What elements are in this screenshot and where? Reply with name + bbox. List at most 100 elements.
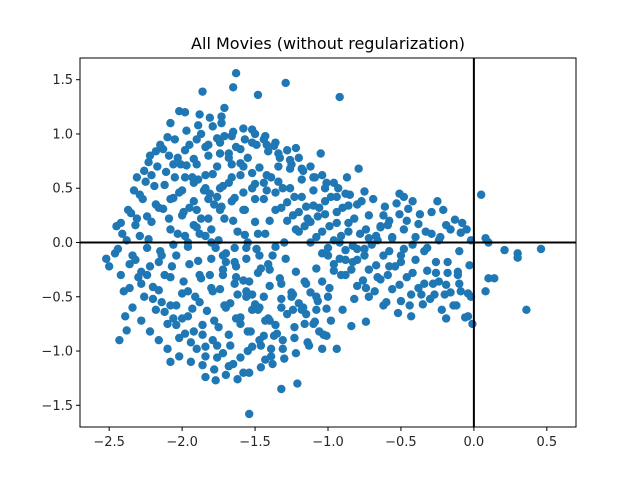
data-point bbox=[392, 199, 401, 208]
data-point bbox=[402, 216, 411, 225]
data-point bbox=[198, 87, 207, 96]
data-point bbox=[344, 201, 353, 210]
data-point bbox=[277, 279, 286, 288]
data-point bbox=[344, 227, 353, 236]
data-point bbox=[522, 305, 531, 314]
data-point bbox=[255, 163, 264, 172]
data-point bbox=[224, 362, 233, 371]
data-point bbox=[312, 232, 321, 242]
data-point bbox=[323, 251, 333, 260]
data-point bbox=[215, 284, 225, 294]
data-point bbox=[208, 287, 217, 296]
data-point bbox=[433, 197, 442, 206]
data-point bbox=[294, 227, 304, 236]
data-point bbox=[220, 131, 229, 141]
data-point bbox=[446, 288, 455, 297]
data-point bbox=[198, 360, 207, 370]
data-point bbox=[316, 149, 325, 158]
data-point bbox=[455, 246, 464, 256]
data-point bbox=[382, 297, 391, 307]
data-point bbox=[332, 192, 341, 202]
data-point bbox=[102, 254, 111, 263]
data-point bbox=[192, 344, 201, 354]
data-point bbox=[395, 210, 404, 219]
data-point bbox=[350, 214, 359, 223]
data-point bbox=[252, 244, 261, 254]
data-point bbox=[145, 262, 155, 271]
data-point bbox=[399, 244, 409, 254]
data-point bbox=[282, 216, 292, 225]
data-point bbox=[137, 316, 146, 325]
data-point bbox=[166, 357, 175, 367]
data-point bbox=[481, 287, 490, 296]
data-point bbox=[396, 296, 406, 306]
data-point bbox=[336, 231, 346, 241]
data-point bbox=[250, 129, 260, 139]
data-point bbox=[329, 260, 339, 269]
x-tick-label: 0.5 bbox=[536, 435, 557, 450]
data-point bbox=[177, 314, 187, 323]
data-point bbox=[221, 257, 231, 267]
data-point bbox=[166, 118, 175, 128]
data-point bbox=[196, 214, 206, 223]
data-point bbox=[259, 292, 269, 301]
data-point bbox=[455, 279, 464, 288]
data-point bbox=[231, 273, 241, 282]
data-point bbox=[139, 292, 149, 301]
data-point bbox=[153, 162, 162, 171]
data-point bbox=[278, 335, 287, 345]
data-point bbox=[329, 266, 339, 275]
data-point bbox=[166, 301, 175, 310]
data-point bbox=[188, 304, 197, 313]
y-tick-label: 0.5 bbox=[52, 182, 73, 197]
data-point bbox=[456, 287, 465, 296]
data-point bbox=[236, 353, 245, 362]
data-point bbox=[281, 254, 290, 263]
data-point bbox=[228, 83, 238, 92]
data-point bbox=[406, 290, 416, 299]
x-tick-label: −2.0 bbox=[166, 435, 198, 450]
data-point bbox=[361, 283, 371, 293]
data-point bbox=[341, 245, 350, 255]
data-point bbox=[192, 223, 201, 232]
data-point bbox=[250, 217, 260, 227]
data-point bbox=[396, 251, 406, 260]
data-point bbox=[201, 372, 210, 382]
data-point bbox=[441, 314, 451, 323]
data-point bbox=[408, 268, 417, 278]
data-point bbox=[205, 113, 215, 122]
data-point bbox=[396, 257, 406, 267]
data-point bbox=[239, 124, 248, 133]
data-point bbox=[303, 338, 312, 347]
y-tick-label: 1.0 bbox=[52, 127, 73, 142]
data-point bbox=[347, 265, 356, 274]
data-point bbox=[294, 153, 304, 163]
data-point bbox=[336, 270, 346, 280]
data-point bbox=[164, 151, 174, 160]
data-point bbox=[243, 153, 252, 163]
data-point bbox=[317, 227, 327, 236]
data-point bbox=[256, 363, 266, 372]
data-point bbox=[404, 204, 413, 214]
data-point bbox=[408, 197, 417, 206]
data-point bbox=[202, 306, 212, 316]
data-point bbox=[352, 200, 362, 209]
data-point bbox=[189, 197, 198, 206]
data-point bbox=[135, 190, 145, 199]
data-point bbox=[385, 246, 394, 256]
data-point bbox=[373, 273, 382, 282]
data-point bbox=[207, 225, 216, 234]
data-point bbox=[352, 281, 362, 291]
data-point bbox=[317, 344, 327, 354]
data-point bbox=[228, 216, 238, 225]
data-point bbox=[131, 255, 140, 265]
data-point bbox=[320, 184, 330, 193]
data-point bbox=[309, 186, 318, 195]
data-point bbox=[239, 205, 248, 215]
data-point bbox=[166, 225, 175, 234]
data-point bbox=[236, 319, 245, 329]
data-point bbox=[277, 384, 286, 394]
data-point bbox=[161, 167, 171, 177]
